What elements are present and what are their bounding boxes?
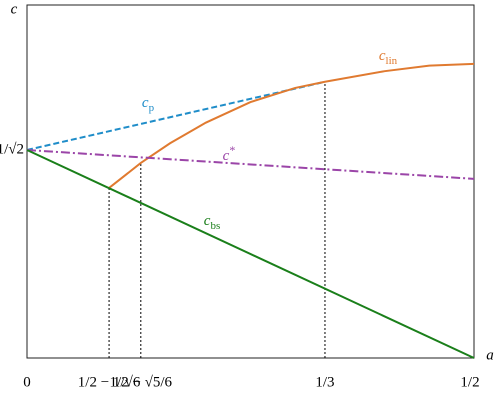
series-line bbox=[26, 149, 475, 359]
series-subscript: p bbox=[149, 102, 155, 114]
x-tick-label: 1/2 − √5/6 bbox=[110, 374, 173, 390]
series-line bbox=[26, 80, 326, 151]
x-tick-label: 1/3 bbox=[315, 374, 334, 390]
y-tick-label: 1/√2 bbox=[0, 141, 24, 157]
series-line bbox=[108, 62, 475, 189]
x-tick-label: 1/2 − 1/√6 bbox=[78, 374, 141, 390]
series-label: clin bbox=[379, 48, 398, 66]
series-name: c bbox=[379, 48, 386, 64]
series-name: c bbox=[142, 95, 149, 111]
series-label: cp bbox=[142, 95, 155, 113]
x-tick-label: 1/2 bbox=[460, 374, 479, 390]
plot-frame bbox=[26, 4, 475, 359]
series-subscript: bs bbox=[210, 220, 220, 232]
series-superscript: * bbox=[229, 143, 235, 157]
x-tick-label: 0 bbox=[23, 374, 31, 390]
series-name: c bbox=[223, 148, 230, 164]
series-subscript: lin bbox=[386, 55, 398, 67]
series-name: c bbox=[204, 213, 211, 229]
series-label: c* bbox=[223, 143, 236, 165]
y-axis-label: c bbox=[11, 1, 18, 17]
series-line bbox=[26, 148, 475, 180]
x-axis-label: a bbox=[486, 347, 494, 363]
series-label: cbs bbox=[204, 213, 220, 231]
